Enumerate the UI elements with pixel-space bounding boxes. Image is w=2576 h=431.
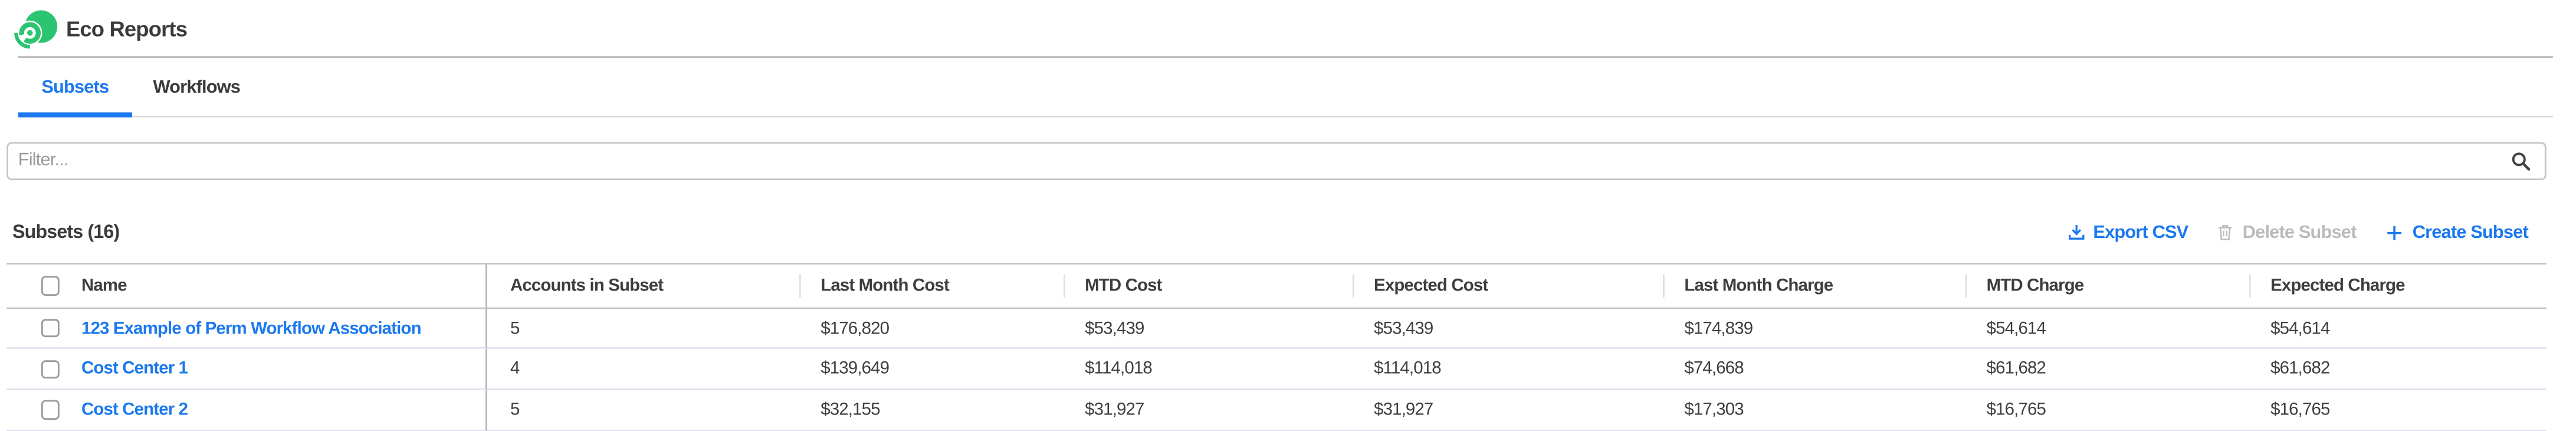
cell-value: $54,614 bbox=[1965, 309, 2249, 350]
cell-value: 4 bbox=[487, 350, 799, 390]
eco-spiral-logo-icon bbox=[13, 9, 58, 48]
cell-value: $16,765 bbox=[2249, 390, 2547, 431]
row-checkbox[interactable] bbox=[40, 400, 60, 419]
trash-icon bbox=[2219, 225, 2232, 241]
filter-bar bbox=[6, 141, 2547, 181]
cell-value: $174,839 bbox=[1662, 309, 1965, 350]
tab-bar: Subsets Workflows bbox=[18, 58, 2553, 117]
subsets-count-heading: Subsets (16) bbox=[12, 223, 120, 243]
filter-input[interactable] bbox=[6, 141, 2547, 181]
cell-value: $53,439 bbox=[1063, 309, 1353, 350]
cell-value: $17,303 bbox=[1662, 390, 1965, 431]
cell-value: $176,820 bbox=[799, 309, 1064, 350]
tab-workflows[interactable]: Workflows bbox=[153, 77, 241, 98]
cell-value: $74,668 bbox=[1662, 350, 1965, 390]
table-body: 123 Example of Perm Workflow Association… bbox=[6, 309, 2547, 431]
cell-value: 5 bbox=[487, 390, 799, 431]
table-row: 123 Example of Perm Workflow Association… bbox=[6, 309, 2547, 350]
cell-value: $32,155 bbox=[799, 390, 1064, 431]
column-header-mtd-charge[interactable]: MTD Charge bbox=[1965, 264, 2249, 309]
cell-value: 5 bbox=[487, 309, 799, 350]
subset-name-link[interactable]: 123 Example of Perm Workflow Association bbox=[81, 318, 422, 338]
delete-subset-button[interactable]: Delete Subset bbox=[2216, 223, 2357, 243]
page-title: Eco Reports bbox=[65, 17, 188, 42]
subsets-table: Name Accounts in Subset Last Month Cost … bbox=[6, 262, 2547, 431]
cell-value: $31,927 bbox=[1352, 390, 1663, 431]
row-checkbox[interactable] bbox=[40, 319, 60, 338]
subsets-table-container: Name Accounts in Subset Last Month Cost … bbox=[6, 262, 2547, 431]
column-header-expected-charge[interactable]: Expected Charge bbox=[2249, 264, 2547, 309]
app-header: Eco Reports bbox=[0, 0, 2576, 60]
create-subset-button[interactable]: Create Subset bbox=[2384, 223, 2529, 243]
column-header-mtd-cost[interactable]: MTD Cost bbox=[1063, 264, 1353, 309]
tab-subsets[interactable]: Subsets bbox=[18, 58, 132, 117]
column-header-name[interactable]: Name bbox=[81, 263, 487, 309]
export-csv-button[interactable]: Export CSV bbox=[2067, 223, 2188, 243]
column-header-last-month-cost[interactable]: Last Month Cost bbox=[799, 264, 1064, 309]
cell-value: $61,682 bbox=[1965, 350, 2249, 390]
table-row: Cost Center 2 5 $32,155 $31,927 $31,927 $17,3… bbox=[6, 390, 2547, 431]
table-header-row: Name Accounts in Subset Last Month Cost … bbox=[6, 263, 2547, 309]
cell-value: $53,439 bbox=[1352, 309, 1663, 350]
cell-value: $31,927 bbox=[1063, 390, 1353, 431]
cell-value: $114,018 bbox=[1352, 350, 1663, 390]
cell-value: $16,765 bbox=[1965, 390, 2249, 431]
create-subset-label: Create Subset bbox=[2412, 223, 2529, 243]
export-csv-label: Export CSV bbox=[2093, 223, 2188, 243]
column-header-last-month-charge[interactable]: Last Month Charge bbox=[1662, 264, 1965, 309]
subset-name-link[interactable]: Cost Center 2 bbox=[81, 400, 188, 420]
cell-value: $54,614 bbox=[2249, 309, 2547, 350]
table-row: Cost Center 1 4 $139,649 $114,018 $114,018 $7… bbox=[6, 349, 2547, 390]
delete-subset-label: Delete Subset bbox=[2242, 223, 2357, 243]
row-checkbox[interactable] bbox=[40, 359, 60, 379]
cell-value: $61,682 bbox=[2249, 350, 2547, 390]
action-buttons: Export CSV Delete Subset Create Subset bbox=[2067, 223, 2529, 243]
cell-value: $139,649 bbox=[799, 350, 1064, 390]
column-header-accounts-in-subset[interactable]: Accounts in Subset bbox=[487, 264, 799, 309]
plus-icon bbox=[2387, 225, 2401, 240]
subset-name-link[interactable]: Cost Center 1 bbox=[81, 359, 188, 379]
column-header-expected-cost[interactable]: Expected Cost bbox=[1352, 264, 1663, 309]
list-header: Subsets (16) Export CSV Delete Subset bbox=[0, 216, 2576, 249]
download-icon bbox=[2068, 225, 2084, 240]
cell-value: $114,018 bbox=[1063, 350, 1353, 390]
select-all-checkbox[interactable] bbox=[40, 276, 60, 295]
search-icon[interactable] bbox=[2510, 150, 2531, 171]
